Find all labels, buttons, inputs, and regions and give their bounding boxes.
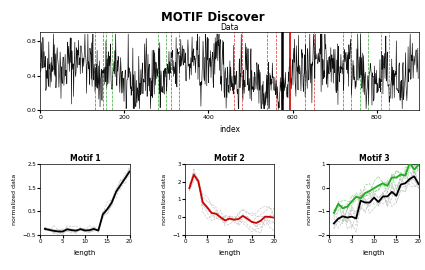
X-axis label: index: index [219, 125, 240, 134]
Y-axis label: normalized data: normalized data [306, 174, 312, 225]
X-axis label: length: length [218, 250, 241, 256]
Y-axis label: normalized data: normalized data [12, 174, 17, 225]
Title: Motif 2: Motif 2 [214, 154, 245, 163]
X-axis label: length: length [363, 250, 385, 256]
Title: Motif 3: Motif 3 [359, 154, 389, 163]
Text: MOTIF Discover: MOTIF Discover [161, 11, 264, 24]
Y-axis label: normalized data: normalized data [162, 174, 167, 225]
Title: Data: Data [220, 23, 239, 32]
X-axis label: length: length [74, 250, 96, 256]
Title: Motif 1: Motif 1 [70, 154, 100, 163]
